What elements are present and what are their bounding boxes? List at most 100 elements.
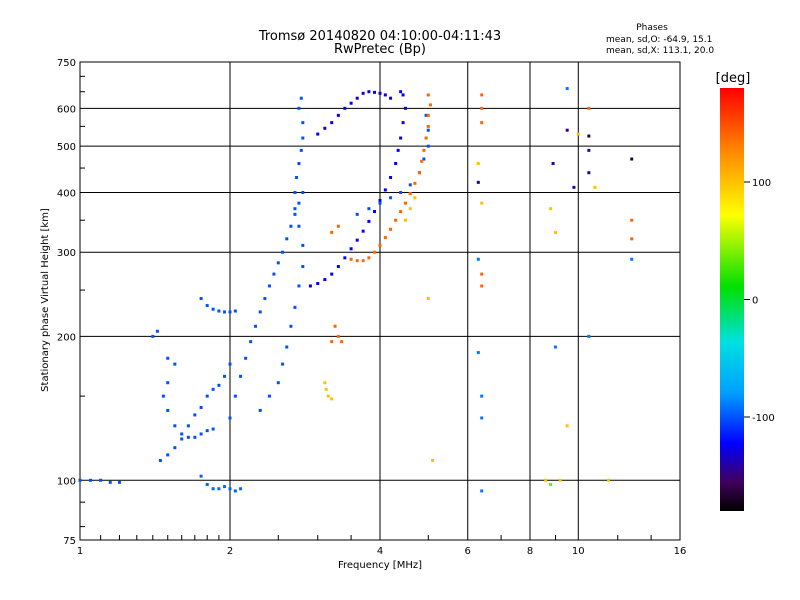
data-point: [281, 362, 285, 366]
data-point: [399, 90, 403, 94]
data-point: [355, 212, 359, 216]
data-point: [476, 161, 480, 165]
data-point: [330, 397, 334, 401]
data-point: [361, 229, 365, 233]
colorbar-ticks: 100 0 -100: [744, 178, 775, 424]
data-point: [108, 480, 112, 484]
data-point: [324, 387, 328, 391]
data-point: [389, 196, 393, 200]
data-point: [630, 237, 634, 241]
data-point: [424, 136, 428, 140]
data-point: [336, 224, 340, 228]
x-tick-label: 10: [572, 546, 585, 557]
data-point: [205, 304, 209, 308]
data-point: [263, 297, 267, 301]
phase-colorbar: [720, 88, 744, 511]
data-point: [426, 93, 430, 97]
data-point: [301, 243, 305, 247]
chart-subtitle: RwPretec (Bp): [334, 42, 426, 57]
data-point: [378, 243, 382, 247]
data-point: [258, 408, 262, 412]
data-point: [349, 101, 353, 105]
x-axis-label: Frequency [MHz]: [338, 560, 422, 571]
data-point: [558, 478, 562, 482]
data-point: [173, 446, 177, 450]
data-point: [383, 93, 387, 97]
data-point: [476, 351, 480, 355]
data-point: [330, 121, 334, 125]
data-point: [151, 334, 155, 338]
data-point: [276, 261, 280, 265]
y-tick-label: 500: [57, 142, 76, 153]
data-point: [408, 183, 412, 187]
data-point: [297, 161, 301, 165]
data-point: [297, 201, 301, 205]
x-tick-label: 8: [527, 546, 533, 557]
data-point: [249, 340, 253, 344]
data-point: [117, 480, 121, 484]
data-point: [361, 259, 365, 263]
x-tick-label: 2: [227, 546, 233, 557]
data-point: [480, 106, 484, 110]
data-point: [155, 329, 159, 333]
data-point: [383, 188, 387, 192]
data-point: [186, 424, 190, 428]
data-point: [323, 126, 327, 130]
data-point: [217, 383, 221, 387]
data-point: [587, 334, 591, 338]
data-point: [355, 238, 359, 242]
data-point: [367, 256, 371, 260]
data-point: [553, 345, 557, 349]
data-point: [301, 121, 305, 125]
data-point: [607, 478, 611, 482]
data-point: [587, 171, 591, 175]
data-point: [480, 489, 484, 493]
data-point: [389, 96, 393, 100]
colorbar-label: [deg]: [716, 71, 751, 86]
data-point: [544, 478, 548, 482]
data-point: [565, 87, 569, 91]
data-point: [253, 324, 257, 328]
y-tick-label: 300: [57, 248, 76, 259]
data-point: [193, 413, 197, 417]
data-point: [572, 185, 576, 189]
y-tick-label: 200: [57, 332, 76, 343]
x-axis-ticks: 1 2 4 6 8 10 16: [77, 535, 686, 557]
data-point: [549, 482, 553, 486]
data-point: [565, 128, 569, 132]
x-tick-label: 4: [377, 546, 383, 557]
data-point: [239, 374, 243, 378]
data-point: [480, 93, 484, 97]
data-point: [211, 387, 215, 391]
data-point: [211, 487, 215, 491]
data-point: [233, 489, 237, 493]
data-point: [199, 405, 203, 409]
y-axis-ticks: 75 100 200 300 400 500 600 750: [57, 58, 85, 547]
data-point: [401, 93, 405, 97]
data-point: [367, 90, 371, 94]
data-point: [301, 265, 305, 269]
data-point: [349, 247, 353, 251]
data-point: [233, 394, 237, 398]
data-point: [180, 437, 184, 441]
chart-title: Tromsø 20140820 04:10:00-04:11:43: [258, 29, 501, 44]
data-point: [293, 207, 297, 211]
data-point: [158, 458, 162, 462]
data-point: [316, 132, 320, 136]
data-point: [630, 218, 634, 222]
data-point: [428, 103, 432, 107]
data-point: [587, 134, 591, 138]
data-point: [228, 310, 232, 314]
data-point: [399, 136, 403, 140]
data-point: [199, 432, 203, 436]
data-point: [630, 257, 634, 261]
data-point: [217, 309, 221, 313]
data-point: [383, 236, 387, 240]
data-point: [333, 324, 337, 328]
data-point: [228, 362, 232, 366]
data-point: [480, 121, 484, 125]
data-point: [205, 394, 209, 398]
data-points: [78, 87, 634, 493]
data-point: [330, 340, 334, 344]
data-point: [480, 272, 484, 276]
